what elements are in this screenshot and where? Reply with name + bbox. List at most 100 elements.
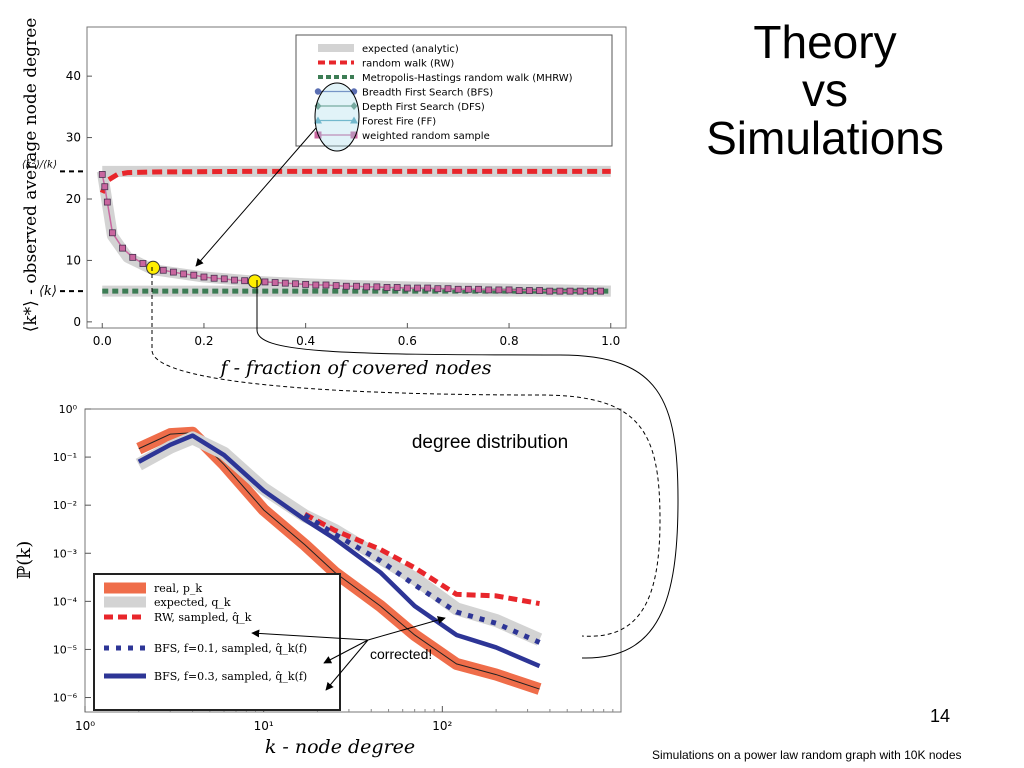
series-wrs-marker — [159, 266, 167, 274]
chart2-ytick-label: 10⁻⁵ — [53, 643, 77, 656]
series-wrs-marker — [383, 284, 391, 291]
series-wrs-marker — [129, 253, 137, 261]
legend1-label: random walk (RW) — [362, 59, 454, 70]
solid-connector-f03 — [256, 280, 679, 659]
series-wrs-marker — [109, 229, 116, 237]
chart1-xtick-label: 0.8 — [500, 334, 519, 348]
series-wrs-line — [101, 174, 601, 292]
series-wrs-marker — [536, 287, 543, 294]
series-wrs-marker — [231, 276, 238, 284]
chart1-ytick-label: 10 — [66, 253, 81, 267]
series-wrs-marker — [200, 273, 208, 281]
legend1-label: Metropolis-Hastings random walk (MHRW) — [362, 73, 573, 84]
series-wrs-marker — [101, 183, 109, 191]
series-wrs-marker — [180, 270, 188, 278]
chart1-xtick-label: 0.4 — [296, 334, 315, 348]
chart1-ytick-ratio-label: ⟨k²⟩/⟨k⟩ — [22, 159, 57, 170]
corrected-arrow-bfs03 — [325, 639, 369, 691]
corrected-arrow-legend — [251, 629, 369, 641]
series-wrs-marker — [322, 281, 330, 289]
chart2-series-layer — [135, 426, 543, 695]
series-wrs-marker — [597, 287, 604, 295]
chart2-xtick-label: 10⁰ — [75, 719, 95, 733]
series-wrs-marker — [271, 279, 279, 286]
series-wrs-marker — [302, 280, 310, 288]
legend1-marker-triangle — [314, 116, 322, 124]
legend2-label: expected, q_k — [154, 596, 231, 609]
legend1-marker-triangle — [350, 116, 358, 124]
chart1-ytick-label: 20 — [66, 192, 81, 206]
series-wrs-marker — [485, 286, 493, 294]
series-wrs-marker — [393, 284, 401, 291]
legend1-label: Forest Fire (FF) — [362, 117, 436, 128]
title-line-3: Simulations — [706, 112, 944, 164]
series-wrs-marker — [464, 285, 472, 293]
legend1-label: expected (analytic) — [362, 44, 459, 55]
chart1-ytick-label: 0 — [73, 315, 81, 329]
legend1-label: Breadth First Search (BFS) — [362, 88, 493, 99]
series-wrs-marker — [566, 287, 574, 295]
chart2-xtick-label: 10¹ — [254, 719, 274, 733]
chart2-ytick-label: 10⁻³ — [53, 547, 77, 560]
series-wrs-marker — [119, 244, 126, 252]
annotation-connectors — [151, 127, 679, 691]
series-wrs-marker — [363, 283, 371, 291]
series-wrs-marker — [403, 284, 411, 292]
legend2-label: BFS, f=0.3, sampled, q̂_k(f) — [154, 670, 307, 683]
chart2: 10⁰ 10¹ 10² 10⁰ 10⁻¹ 10⁻² 10⁻³ 10⁻⁴ 10⁻⁵ 10⁻⁶ deg… — [14, 403, 622, 758]
series-wrs-marker — [190, 271, 198, 279]
series-wrs-marker — [103, 198, 111, 206]
chart1-ytick-label: 30 — [66, 131, 81, 145]
series-rw-line — [99, 168, 611, 194]
series-wrs-marker — [454, 285, 462, 293]
chart1-xtick-label: 0.0 — [93, 334, 112, 348]
legend1-label: weighted random sample — [362, 131, 490, 142]
series-wrs-marker — [525, 287, 533, 294]
series-wrs-marker — [515, 287, 523, 294]
legend2-label: real, p_k — [154, 582, 202, 595]
chart2-ytick-label: 10⁻⁴ — [53, 595, 78, 608]
series-wrs-marker — [210, 274, 218, 282]
series-wrs-marker — [546, 287, 554, 295]
series-wrs-marker — [444, 285, 452, 293]
series-wrs-marker — [373, 283, 381, 291]
series-wrs-marker — [576, 287, 584, 295]
series-wrs-marker — [424, 284, 432, 292]
chart2-ytick-label: 10⁻⁶ — [53, 692, 78, 705]
series-wrs-marker — [261, 278, 269, 286]
chart1-legend-box — [295, 34, 613, 147]
chart1-ylabel: ⟨k*⟩ - observed average node degree — [21, 18, 41, 333]
legend2-label: RW, sampled, q̂_k — [154, 611, 252, 624]
series-wrs-marker — [556, 287, 564, 295]
title-line-1: Theory — [753, 16, 897, 68]
chart1-xtick-label: 0.2 — [194, 334, 213, 348]
chart2-ytick-label: 10⁰ — [59, 403, 78, 416]
chart2-xtick-label: 10² — [432, 719, 452, 733]
chart2-ylabel: ℙ(k) — [14, 541, 35, 580]
series-wrs-marker — [241, 277, 249, 285]
series-wrs-marker — [98, 171, 106, 178]
chart1-xtick-label: 1.0 — [601, 334, 620, 348]
legend1-marker-diamond — [350, 102, 358, 110]
slide-footnote: Simulations on a power law random graph … — [652, 748, 962, 762]
series-wrs-marker — [332, 282, 340, 290]
chart1-legend: expected (analytic) random walk (RW) Metro… — [295, 34, 613, 152]
chart1-xlabel: f - fraction of covered nodes — [219, 357, 492, 379]
chart2-title: degree distribution — [412, 432, 568, 453]
chart1: 0.0 0.2 0.4 0.6 0.8 1.0 0 10 20 30 40 ⟨k²⟩/⟨k⟩ ⟨k⟩ f… — [21, 18, 627, 379]
slide-number: 14 — [930, 706, 951, 726]
series-wrs-marker — [505, 286, 513, 294]
corrected-arrow-curve — [367, 616, 446, 641]
chart1-legend-items: expected (analytic) random walk (RW) Metro… — [314, 44, 573, 142]
corrected-annotation: corrected! — [370, 646, 432, 662]
series-wrs-marker — [342, 282, 350, 290]
chart2-ytick-label: 10⁻² — [53, 499, 77, 512]
series-wrs-marker — [434, 285, 442, 293]
slide-title: Theory vs Simulations — [660, 18, 990, 162]
dashed-connector-f01 — [151, 267, 661, 637]
chart2-ytick-label: 10⁻¹ — [53, 451, 77, 464]
series-wrs-marker — [220, 275, 228, 283]
highlight-point — [146, 260, 161, 275]
series-wrs-marker — [292, 280, 299, 288]
